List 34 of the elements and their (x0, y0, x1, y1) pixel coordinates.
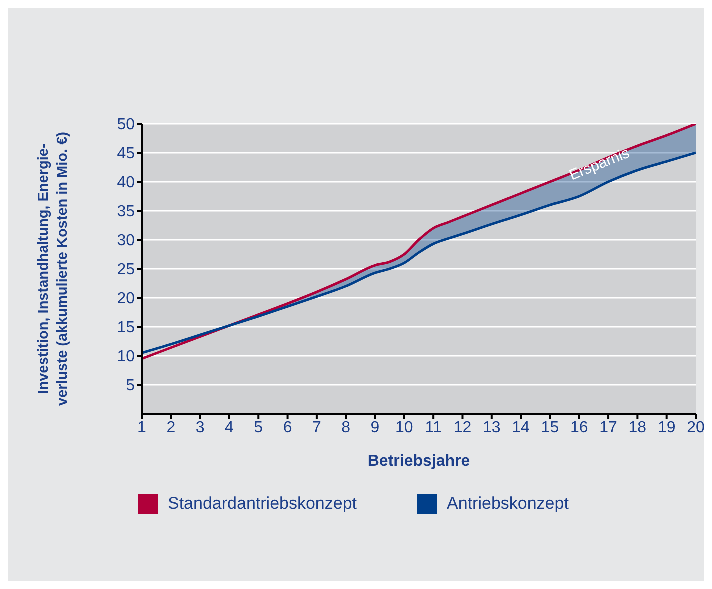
x-tick-label: 9 (370, 419, 380, 436)
x-tick-label: 19 (658, 419, 676, 436)
x-tick-label: 13 (482, 419, 501, 436)
x-tick-label: 5 (254, 419, 264, 436)
y-tick-label: 50 (117, 116, 136, 134)
x-tick-label: 4 (225, 419, 234, 436)
x-tick-label: 6 (283, 419, 292, 436)
x-tick-label: 3 (196, 419, 205, 436)
x-tick-label: 10 (396, 419, 414, 436)
x-tick-label: 14 (512, 419, 530, 436)
y-tick-label: 10 (117, 348, 136, 366)
y-tick-label: 25 (117, 262, 136, 279)
legend-label: Standardantriebskonzept (168, 494, 358, 514)
y-tick-label: 40 (117, 174, 136, 192)
y-tick-label: 20 (117, 290, 136, 308)
y-tick-label: 5 (126, 378, 136, 395)
x-tick-label: 17 (600, 419, 618, 436)
x-tick-label: 11 (425, 419, 442, 436)
y-axis-title: Investition, Instandhaltung, Energie- verluste (akkumulierte Kosten in Mio. €) (36, 132, 71, 406)
y-tick-label: 45 (117, 146, 136, 163)
y-tick-label: 35 (117, 204, 136, 221)
x-tick-label: 20 (687, 419, 705, 436)
x-tick-label: 2 (166, 419, 176, 436)
legend-label: Antriebskonzept (447, 494, 569, 514)
y-tick-label: 15 (117, 320, 136, 337)
x-axis-title: Betriebsjahre (368, 453, 470, 470)
x-tick-label: 18 (628, 419, 647, 436)
y-tick-label: 30 (117, 232, 136, 250)
x-tick-label: 15 (541, 419, 560, 436)
x-tick-label: 12 (454, 419, 472, 436)
x-tick-label: 8 (342, 419, 351, 436)
x-tick-label: 1 (138, 419, 147, 436)
x-tick-label: 16 (570, 419, 588, 436)
x-tick-label: 7 (312, 419, 322, 436)
